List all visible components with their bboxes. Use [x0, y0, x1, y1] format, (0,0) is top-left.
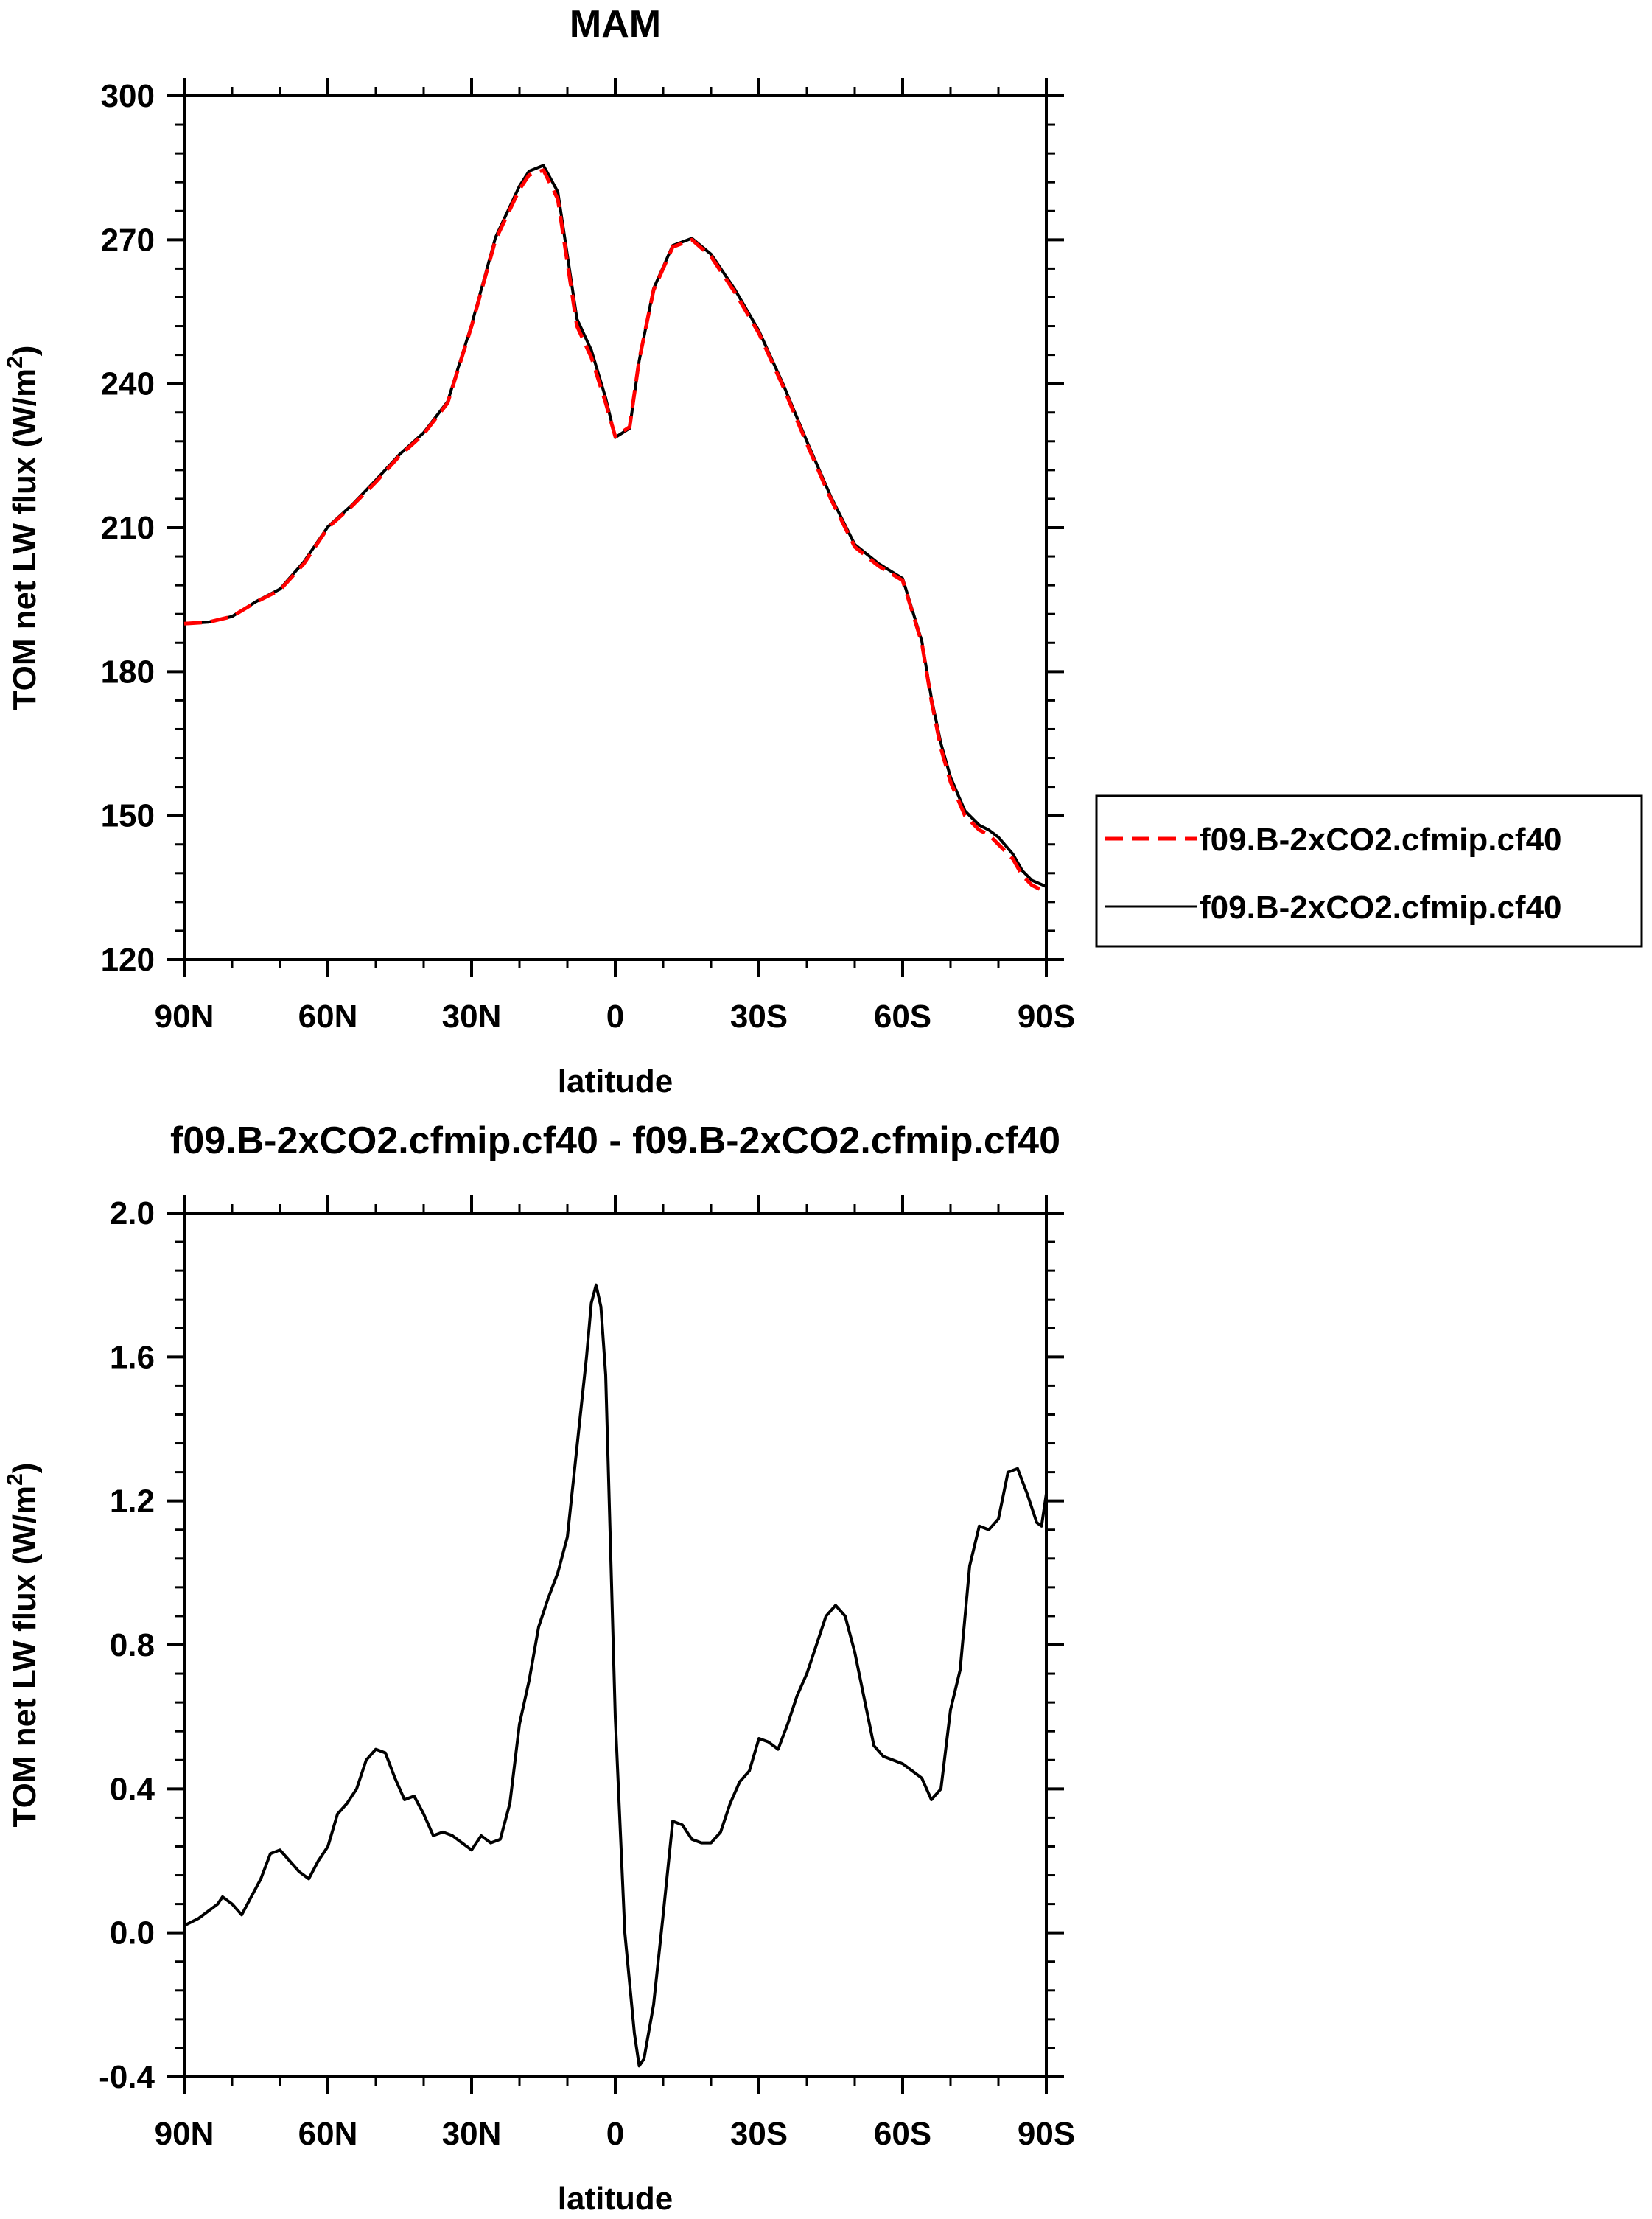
chart0-y-axis-label-end: )	[7, 346, 43, 357]
chart1-y-tick-label: -0.4	[99, 2059, 155, 2095]
chart0-legend-box	[1095, 794, 1643, 948]
chart1-x-tick-label: 30N	[442, 2116, 502, 2152]
chart0-y-tick-label: 300	[101, 78, 155, 114]
chart0-y-axis-label-main: TOM net LW flux (W/m	[7, 368, 43, 710]
chart0-plot-frame	[183, 94, 1048, 961]
chart0-x-tick-label: 30N	[442, 999, 502, 1035]
chart1-x-tick-label: 60S	[874, 2116, 931, 2152]
chart1-y-tick-label: 2.0	[110, 1195, 155, 1231]
chart0-x-tick-label: 90N	[155, 999, 214, 1035]
chart1-y-tick-label: 0.4	[110, 1771, 155, 1807]
chart0-x-tick-label: 0	[606, 999, 624, 1035]
chart0-y-tick-label: 270	[101, 222, 155, 258]
chart1-y-tick-label: 0.8	[110, 1627, 155, 1663]
chart1-x-tick-label: 30S	[730, 2116, 788, 2152]
chart1-x-tick-label: 90S	[1018, 2116, 1075, 2152]
chart0-legend-entry-0: f09.B-2xCO2.cfmip.cf40	[1200, 822, 1562, 858]
chart0-series-line-0	[183, 168, 1048, 895]
chart-panel-bottom: f09.B-2xCO2.cfmip.cf40 - f09.B-2xCO2.cfm…	[3, 1119, 1075, 2217]
chart0-x-tick-label: 60S	[874, 999, 931, 1035]
chart1-x-tick-label: 90N	[155, 2116, 214, 2152]
chart1-y-tick-label: 0.0	[110, 1915, 155, 1951]
chart0-x-tick-label: 60N	[298, 999, 358, 1035]
chart-panel-top: MAM 120 150 180 210 240 270 300 90N 60N 30N 0 30S 60S…	[3, 3, 1643, 1100]
chart0-title: MAM	[570, 3, 661, 46]
chart0-y-axis-label: TOM net LW flux (W/m2)	[3, 346, 43, 710]
chart1-y-axis-label-main: TOM net LW flux (W/m	[7, 1486, 43, 1828]
chart0-y-axis-label-superscript: 2	[3, 356, 27, 368]
chart1-y-axis-label-superscript: 2	[3, 1473, 27, 1486]
chart1-y-axis-label: TOM net LW flux (W/m2)	[3, 1463, 43, 1828]
chart0-series-line-1	[183, 164, 1047, 888]
chart1-x-tick-label: 0	[606, 2116, 624, 2152]
chart0-y-tick-label: 240	[101, 366, 155, 402]
chart0-y-tick-label: 150	[101, 798, 155, 834]
chart1-title: f09.B-2xCO2.cfmip.cf40 - f09.B-2xCO2.cfm…	[170, 1119, 1060, 1162]
chart0-x-tick-label: 30S	[730, 999, 788, 1035]
chart1-y-tick-label: 1.2	[110, 1484, 155, 1520]
chart0-y-tick-label: 180	[101, 654, 155, 690]
chart1-x-axis-label: latitude	[558, 2181, 673, 2217]
chart1-y-axis-label-end: )	[7, 1463, 43, 1474]
chart0-x-tick-label: 90S	[1018, 999, 1075, 1035]
chart0-y-tick-label: 120	[101, 942, 155, 978]
chart1-x-tick-label: 60N	[298, 2116, 358, 2152]
chart1-y-tick-label: 1.6	[110, 1339, 155, 1375]
chart0-x-axis-label: latitude	[558, 1063, 673, 1100]
chart0-legend-entry-1: f09.B-2xCO2.cfmip.cf40	[1200, 890, 1562, 926]
chart1-plot-frame	[183, 1212, 1048, 2078]
chart1-series-line-0	[183, 1283, 1048, 2068]
chart0-y-tick-label: 210	[101, 510, 155, 546]
